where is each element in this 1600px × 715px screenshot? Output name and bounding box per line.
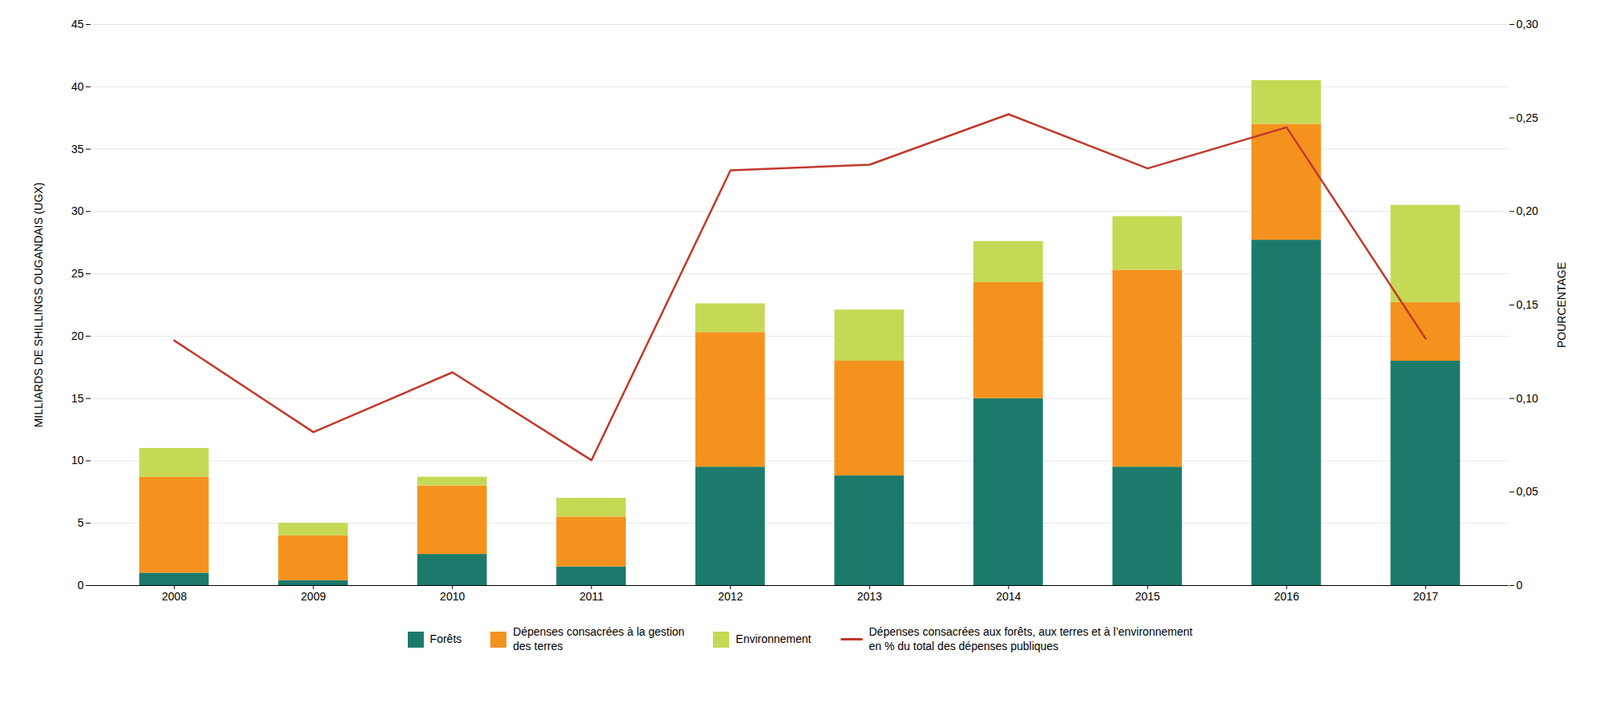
svg-text:0,15: 0,15	[1516, 298, 1539, 311]
svg-text:35: 35	[71, 142, 85, 156]
html-text:Dépenses consacrées aux forêts: Dépenses consacrées aux forêts, aux terr…	[868, 624, 1193, 652]
svg-text:0,05: 0,05	[1516, 484, 1539, 498]
svg-text:2008: 2008	[161, 589, 187, 603]
svg-text:MILLIARDS DE SHILLINGS OUGANDA: MILLIARDS DE SHILLINGS OUGANDAIS (UGX)	[32, 182, 45, 428]
svg-text:40: 40	[71, 80, 85, 93]
svg-text:2017: 2017	[1413, 589, 1439, 603]
html-text:Environnement: Environnement	[735, 631, 812, 645]
svg-text:2012: 2012	[717, 589, 743, 603]
svg-text:10: 10	[71, 453, 85, 467]
svg-text:2010: 2010	[439, 589, 465, 603]
svg-text:45: 45	[71, 17, 85, 31]
svg-text:5: 5	[77, 515, 85, 529]
svg-text:0,10: 0,10	[1516, 391, 1539, 405]
svg-text:0,30: 0,30	[1516, 17, 1539, 31]
svg-text:0: 0	[1516, 578, 1524, 592]
svg-text:0: 0	[77, 578, 85, 592]
svg-text:15: 15	[71, 391, 85, 405]
svg-text:2013: 2013	[857, 589, 883, 603]
svg-text:2016: 2016	[1273, 589, 1299, 603]
html-text:Dépenses consacrées à la gesti: Dépenses consacrées à la gestion des ter…	[513, 624, 685, 652]
svg-text:2014: 2014	[995, 589, 1021, 603]
svg-text:2009: 2009	[301, 589, 327, 603]
svg-text:30: 30	[71, 204, 85, 218]
svg-text:20: 20	[71, 329, 85, 343]
svg-text:2011: 2011	[579, 589, 604, 603]
svg-text:0,20: 0,20	[1516, 204, 1539, 218]
html-text:Forêts: Forêts	[429, 631, 462, 645]
svg-text:POURCENTAGE: POURCENTAGE	[1555, 261, 1568, 348]
svg-text:25: 25	[71, 266, 85, 280]
svg-text:0,25: 0,25	[1516, 111, 1539, 125]
svg-text:2015: 2015	[1135, 589, 1161, 603]
